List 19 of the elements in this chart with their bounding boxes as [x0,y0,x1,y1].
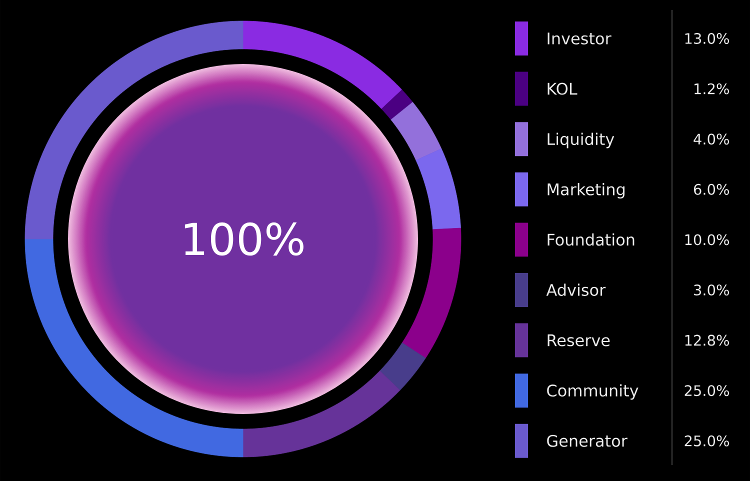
legend-label: Community [547,384,638,400]
legend-label: Foundation [548,233,634,246]
legend-label: Reserve [548,334,610,346]
data-label: 25.0% [684,385,729,396]
data-label: 1.2% [694,83,729,94]
data-label: 25.0% [684,435,729,446]
data-label: 10.0% [685,234,729,246]
legend-label: Liquidity [548,132,614,148]
data-label: 4.0% [694,134,729,145]
text: 100% [184,222,304,256]
legend-label: Investor [548,32,612,45]
legend-label: Advisor [546,284,606,296]
data-label: 6.0% [694,184,729,195]
legend-label: Marketing [548,183,625,199]
data-label: 13.0% [685,33,729,44]
data-label: 12.8% [685,334,729,346]
data-label: 3.0% [694,284,729,296]
legend-label: Generator [547,434,628,447]
legend-label: KOL [548,82,578,95]
